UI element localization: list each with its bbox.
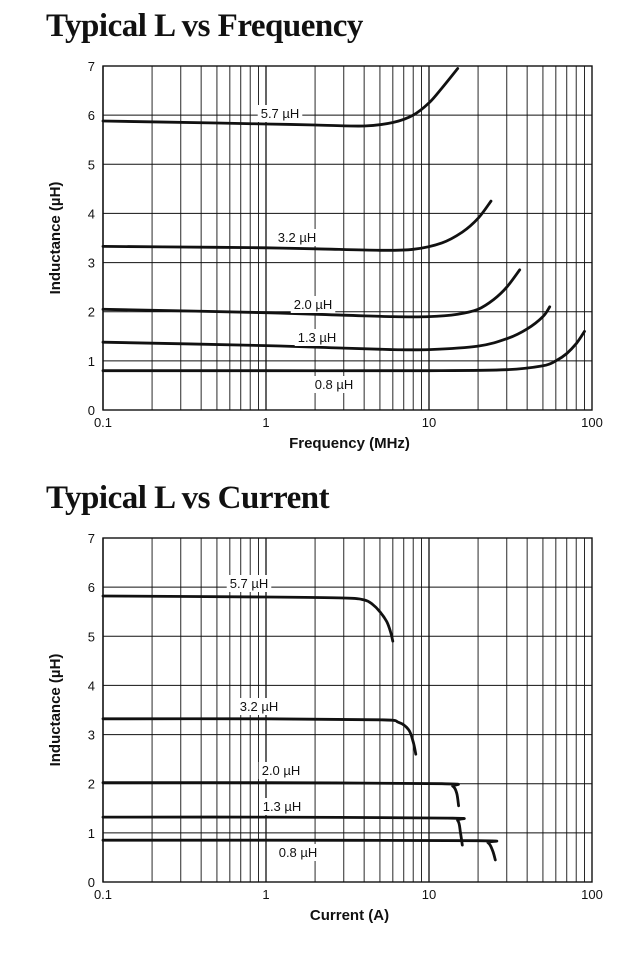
curr-y-tick-label: 3 xyxy=(88,728,95,743)
freq-y-tick-label: 0 xyxy=(88,403,95,418)
curr-series-line-3-2-h xyxy=(101,717,418,756)
freq-x-tick-label: 10 xyxy=(422,415,436,430)
curr-series-label-3-2-h: 3.2 µH xyxy=(240,699,279,714)
freq-series-label-3-2-h: 3.2 µH xyxy=(278,230,317,245)
curr-series-line-0-8-h xyxy=(101,838,499,862)
freq-x-tick-label: 1 xyxy=(262,415,269,430)
freq-series-line-2-0-h xyxy=(101,268,522,319)
freq-x-axis-label: Frequency (MHz) xyxy=(289,435,410,452)
freq-series-label-5-7-h: 5.7 µH xyxy=(261,106,300,121)
curr-series-line-5-7-h xyxy=(101,594,395,643)
curr-series-label-bg xyxy=(259,798,305,815)
frequency-chart-block: Typical L vs Frequency 0.1 1 10 100 0 1 2 3 4 5 6 7… xyxy=(0,0,630,470)
curr-y-tick-label: 1 xyxy=(88,826,95,841)
freq-x-tick-label: 100 xyxy=(581,415,603,430)
curr-y-tick-label: 0 xyxy=(88,875,95,890)
curr-series-label-2-0-h: 2.0 µH xyxy=(262,763,301,778)
freq-y-tick-label: 3 xyxy=(88,256,95,271)
freq-series-label-bg xyxy=(311,376,357,393)
curr-x-axis-label: Current (A) xyxy=(310,907,389,924)
freq-series-line-3-2-h xyxy=(101,199,493,252)
curr-x-tick-label: 100 xyxy=(581,887,603,902)
freq-series-label-2-0-h: 2.0 µH xyxy=(294,297,333,312)
freq-series-label-bg xyxy=(257,105,303,122)
curr-x-tick-label: 0.1 xyxy=(94,887,112,902)
freq-series-line-0-8-h xyxy=(101,330,586,373)
freq-y-tick-label: 4 xyxy=(88,206,95,221)
freq-y-tick-label: 2 xyxy=(88,305,95,320)
curr-y-tick-label: 5 xyxy=(88,629,95,644)
curr-series-label-bg xyxy=(226,575,272,592)
curr-x-tick-label: 10 xyxy=(422,887,436,902)
curr-series-label-bg xyxy=(258,762,304,779)
curr-series-line-1-3-h xyxy=(101,815,466,847)
freq-series-label-0-8-h: 0.8 µH xyxy=(315,377,354,392)
freq-y-axis-label: Inductance (µH) xyxy=(47,182,64,295)
curr-y-axis-label: Inductance (µH) xyxy=(47,654,64,767)
curr-series-label-0-8-h: 0.8 µH xyxy=(279,845,318,860)
curr-series-label-1-3-h: 1.3 µH xyxy=(263,799,302,814)
curr-series-label-5-7-h: 5.7 µH xyxy=(230,576,269,591)
curr-series-label-bg xyxy=(236,698,282,715)
freq-grid xyxy=(102,65,592,411)
freq-plot-frame xyxy=(102,65,593,411)
frequency-chart-title: Typical L vs Frequency xyxy=(46,8,363,44)
freq-y-tick-label: 7 xyxy=(88,59,95,74)
curr-series-label-bg xyxy=(275,844,321,861)
freq-series-line-5-7-h xyxy=(101,67,460,128)
curr-y-tick-label: 7 xyxy=(88,531,95,546)
curr-grid xyxy=(102,537,592,883)
freq-series-label-bg xyxy=(294,329,340,346)
freq-y-tick-label: 6 xyxy=(88,108,95,123)
curr-plot-frame xyxy=(102,537,593,883)
freq-series-label-bg xyxy=(290,296,336,313)
freq-y-tick-label: 5 xyxy=(88,157,95,172)
curr-series-line-2-0-h xyxy=(101,781,460,808)
current-chart-title: Typical L vs Current xyxy=(46,480,330,516)
curr-y-tick-label: 4 xyxy=(88,678,95,693)
freq-x-tick-label: 0.1 xyxy=(94,415,112,430)
freq-series-label-1-3-h: 1.3 µH xyxy=(298,330,337,345)
curr-x-tick-label: 1 xyxy=(262,887,269,902)
current-chart-svg: 0.1 1 10 100 0 1 2 3 4 5 6 7 Current (A) Inductance (… xyxy=(47,531,603,924)
freq-series-label-bg xyxy=(274,229,320,246)
freq-y-tick-label: 1 xyxy=(88,354,95,369)
curr-y-tick-label: 2 xyxy=(88,777,95,792)
freq-series-line-1-3-h xyxy=(101,305,552,352)
current-chart-block: Typical L vs Current 0.1 1 10 100 0 1 2 3 4 5 6 7 Cu… xyxy=(0,470,630,953)
curr-y-tick-label: 6 xyxy=(88,580,95,595)
frequency-chart-svg: 0.1 1 10 100 0 1 2 3 4 5 6 7 Frequency (MHz) Inductan… xyxy=(47,59,603,452)
